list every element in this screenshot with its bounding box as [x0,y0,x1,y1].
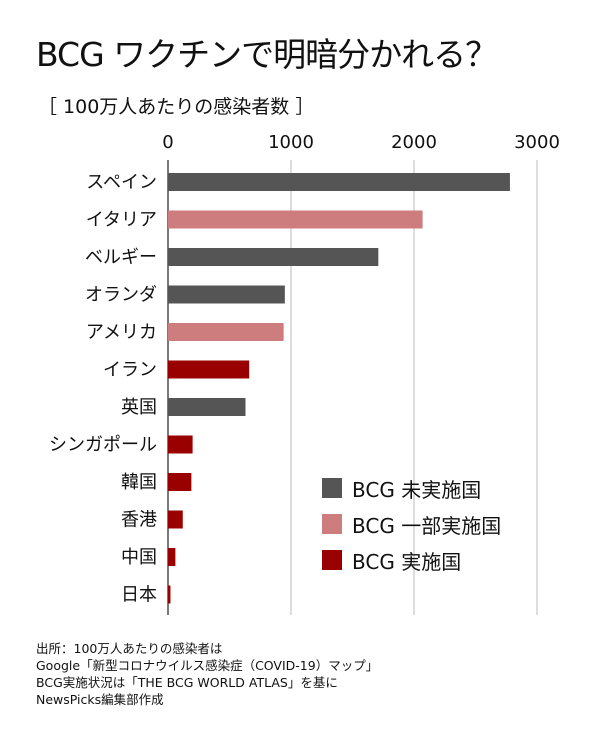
x-tick-label: 1000 [268,132,314,153]
x-tick-label: 0 [162,132,173,153]
x-tick-label: 3000 [514,132,560,153]
legend-item-partial: BCG 一部実施国 [322,506,501,542]
legend-swatch-full [322,550,342,570]
category-label: 日本 [121,585,157,606]
bar-1 [168,173,510,191]
legend-item-none: BCG 未実施国 [322,470,501,506]
bar-7 [168,398,246,416]
category-label: 香港 [121,510,157,531]
bar-8 [168,435,193,454]
category-label: アメリカ [86,322,157,343]
category-label: スペイン [86,172,157,193]
category-label: イタリア [86,210,157,231]
bar-5 [168,323,284,341]
legend: BCG 未実施国 BCG 一部実施国 BCG 実施国 [322,470,501,578]
category-label: 英国 [121,397,157,418]
category-label: イラン [103,360,157,381]
legend-item-full: BCG 実施国 [322,542,501,578]
category-label: 中国 [121,547,157,568]
legend-swatch-partial [322,514,342,534]
category-label: 韓国 [121,472,157,493]
chart-subtitle: ［ 100万人あたりの感染者数 ］ [38,96,315,118]
source-note: 出所：100万人あたりの感染者は Google「新型コロナウイルス感染症（COV… [36,640,378,708]
legend-label-none: BCG 未実施国 [352,477,482,502]
source-line-3: BCG実施状況は「THE BCG WORLD ATLAS」を基に [36,675,338,690]
category-label: オランダ [85,285,157,306]
chart-title: BCG ワクチンで明暗分かれる？ [36,35,498,74]
bar-6 [168,360,250,379]
category-label: シンガポール [49,435,157,456]
bar-2 [168,210,423,229]
legend-label-full: BCG 実施国 [352,549,462,574]
x-tick-label: 2000 [391,132,437,153]
source-line-1: 出所：100万人あたりの感染者は [36,641,223,656]
bar-10 [168,510,183,529]
legend-swatch-none [322,478,342,498]
bar-12 [168,585,171,604]
source-line-2: Google「新型コロナウイルス感染症（COVID-19）マップ」 [36,658,379,673]
legend-label-partial: BCG 一部実施国 [352,513,502,538]
bar-9 [168,473,192,491]
bar-3 [168,248,379,266]
bar-11 [168,548,176,566]
category-label: ベルギー [85,247,157,268]
source-line-4: NewsPicks編集部作成 [36,692,164,707]
bar-4 [168,285,285,304]
